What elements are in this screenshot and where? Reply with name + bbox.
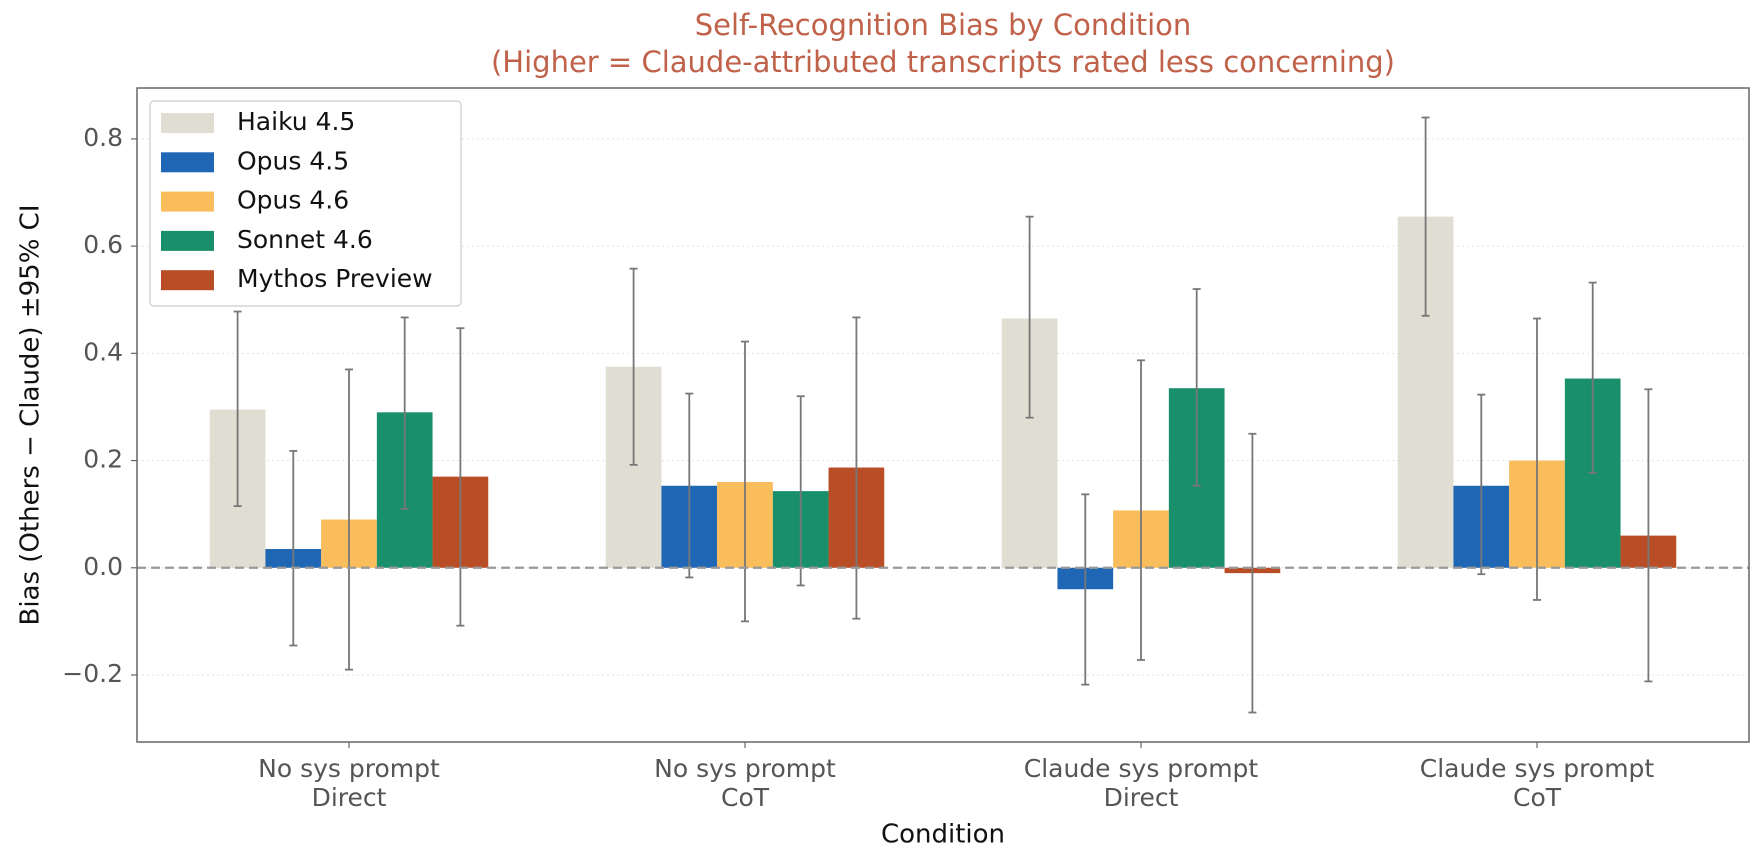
x-tick-label: CoT [721,783,770,812]
error-bar [1477,393,1486,576]
error-bar [1588,281,1597,474]
legend-swatch [161,152,214,173]
error-bar [456,327,465,627]
error-bar [1025,215,1034,419]
legend-label: Opus 4.6 [237,186,349,215]
error-bar [741,340,749,623]
legend-swatch [161,230,214,251]
y-tick-label: 0.0 [83,552,123,581]
x-tick-label: Claude sys prompt [1024,754,1259,783]
error-bar [1248,432,1257,714]
legend-label: Haiku 4.5 [237,107,355,136]
x-tick-label: No sys prompt [258,754,440,783]
x-tick-label: Direct [1104,783,1179,812]
error-bar [1644,388,1653,683]
error-bar [233,310,242,508]
error-bar [796,395,805,587]
x-tick-label: Direct [312,783,387,812]
legend-swatch [161,270,214,291]
error-bar [345,368,353,671]
legend-label: Mythos Preview [237,264,433,293]
error-bar [400,316,409,510]
y-tick-label: −0.2 [62,659,123,688]
error-bar [1533,317,1541,601]
x-tick-label: No sys prompt [654,754,836,783]
chart-title: Self-Recognition Bias by Condition [695,8,1192,42]
legend-label: Opus 4.5 [237,146,349,175]
error-bar [1192,288,1201,487]
error-bar [629,267,638,466]
plot-frame [136,87,1750,743]
legend-swatch [161,191,214,212]
y-tick-label: 0.2 [83,445,123,474]
y-tick-label: 0.6 [83,230,123,259]
error-bar [685,392,694,579]
x-axis-label: Condition [881,820,1005,850]
error-bar [289,450,298,647]
legend-swatch [161,113,214,133]
x-tick-label: Claude sys prompt [1420,754,1655,783]
x-tick-label: CoT [1513,783,1562,812]
chart-subtitle: (Higher = Claude-attributed transcripts … [491,45,1395,79]
error-bar [1081,493,1090,686]
error-bar [1421,116,1430,317]
y-axis-label: Bias (Others − Claude) ±95% CI [16,205,46,626]
error-bar [1137,359,1145,661]
legend-box [149,100,462,307]
legend-label: Sonnet 4.6 [237,225,373,254]
y-tick-label: 0.4 [83,337,123,366]
y-tick-label: 0.8 [83,123,123,152]
